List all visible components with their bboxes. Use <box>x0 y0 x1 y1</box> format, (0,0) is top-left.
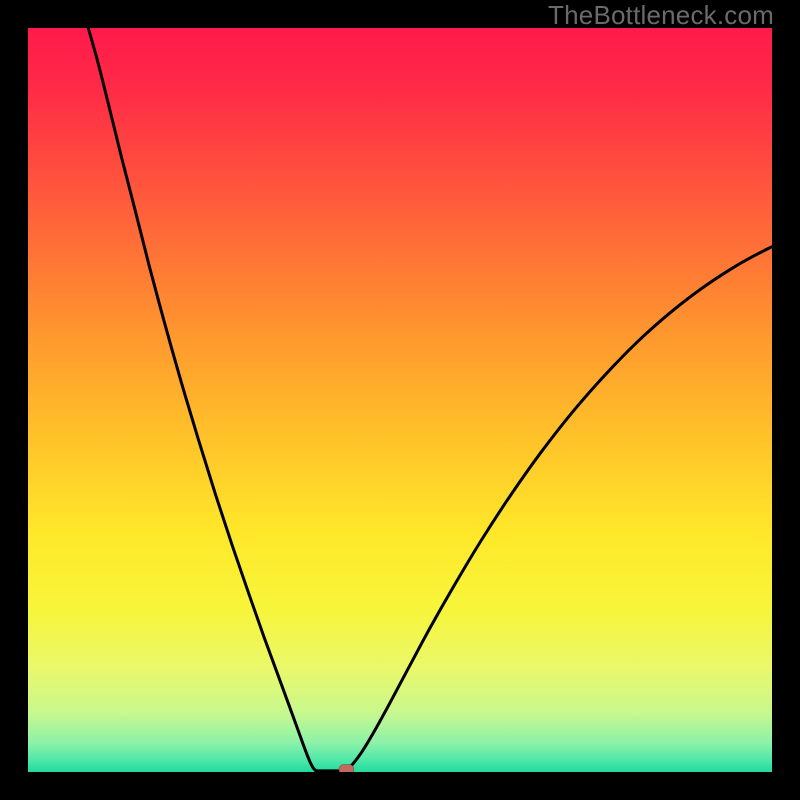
plot-svg <box>28 28 772 772</box>
gradient-background <box>28 28 772 772</box>
notch-marker <box>339 765 354 772</box>
chart-frame: TheBottleneck.com <box>0 0 800 800</box>
plot-area <box>28 28 772 772</box>
watermark-label: TheBottleneck.com <box>548 0 774 31</box>
